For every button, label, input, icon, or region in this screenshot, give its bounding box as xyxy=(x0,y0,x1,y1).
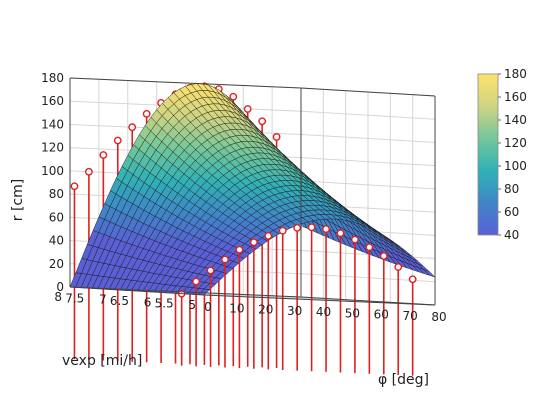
stem-marker xyxy=(243,105,252,113)
z-tick-label: 0 xyxy=(56,280,64,294)
stem-marker xyxy=(258,117,267,126)
colorbar-tick-label: 160 xyxy=(504,90,527,104)
surface-mesh xyxy=(69,83,436,296)
box-edge xyxy=(300,296,436,306)
stem-marker xyxy=(336,229,345,238)
colorbar-tick-label: 100 xyxy=(504,159,527,173)
x-axis-label: φ [deg] xyxy=(378,372,429,388)
stem-marker xyxy=(249,238,258,247)
stem-marker xyxy=(85,167,93,176)
stem-marker xyxy=(264,231,273,240)
colorbar-gradient xyxy=(477,73,499,236)
stem-marker xyxy=(394,263,403,271)
stem-marker xyxy=(192,277,201,286)
y-tick-label: 8 xyxy=(54,290,62,304)
axes xyxy=(69,77,436,306)
stem-marker xyxy=(272,133,281,141)
y-tick-label: 5 xyxy=(188,298,196,312)
stem-marker xyxy=(293,223,302,232)
colorbar-tick-label: 180 xyxy=(504,67,527,81)
z-tick-label: 120 xyxy=(41,141,64,155)
stem-marker xyxy=(307,223,316,232)
z-axis-label: r [cm] xyxy=(10,179,26,221)
y-tick-label: 7 xyxy=(99,293,107,307)
z-tick-label: 160 xyxy=(41,94,64,108)
z-tick-label: 20 xyxy=(49,257,64,271)
colorbar-tick-label: 140 xyxy=(504,113,527,127)
x-tick-label: 50 xyxy=(345,306,360,320)
surface-cell xyxy=(423,269,436,278)
stem-marker xyxy=(99,151,108,159)
y-tick-label: 6 xyxy=(144,295,152,309)
colorbar-tick-label: 80 xyxy=(504,182,519,196)
x-tick-label: 30 xyxy=(287,304,302,318)
stem-marker xyxy=(128,123,137,132)
x-tick-label: 80 xyxy=(431,310,446,324)
front-stems xyxy=(177,223,417,376)
box-edge xyxy=(69,77,302,89)
stem-marker xyxy=(221,255,229,264)
stem-marker xyxy=(379,252,388,260)
stem-marker xyxy=(278,226,287,235)
colorbar-tick-label: 60 xyxy=(504,205,519,219)
x-tick-label: 10 xyxy=(229,301,244,315)
stem-marker xyxy=(142,110,151,118)
z-tick-label: 80 xyxy=(49,187,64,201)
z-tick-label: 100 xyxy=(41,164,64,178)
box-edge xyxy=(300,87,436,97)
stem-marker xyxy=(113,136,122,145)
colorbar-tick-label: 120 xyxy=(504,136,527,150)
x-tick-label: 70 xyxy=(402,309,417,323)
x-tick-label: 60 xyxy=(374,308,389,322)
colorbar: 40 60 80 100 120 140 160 180 xyxy=(477,67,527,242)
x-tick-label: 20 xyxy=(258,303,273,317)
x-tick-label: 40 xyxy=(316,305,331,319)
stem-marker xyxy=(351,235,359,244)
stem-marker xyxy=(229,92,238,101)
colorbar-tick-label: 40 xyxy=(504,228,519,242)
stem-marker xyxy=(322,225,330,233)
stem-marker xyxy=(408,275,417,284)
y-tick-label: 6.5 xyxy=(110,294,129,308)
z-tick-label: 60 xyxy=(49,210,64,224)
x-axis-line xyxy=(203,294,436,306)
stem-marker xyxy=(365,243,374,252)
z-tick-label: 40 xyxy=(49,234,64,248)
x-tick-label: 0 xyxy=(204,300,212,314)
box-edge xyxy=(69,286,302,298)
y-tick-label: 7.5 xyxy=(65,291,84,305)
stem-marker xyxy=(206,266,215,275)
y-tick-label: 5.5 xyxy=(155,297,174,311)
z-tick-label: 140 xyxy=(41,117,64,131)
stem-marker xyxy=(235,245,244,254)
y-axis-label: vexp [mi/h] xyxy=(62,353,142,369)
z-tick-label: 180 xyxy=(41,71,64,85)
stem-marker xyxy=(70,182,79,191)
